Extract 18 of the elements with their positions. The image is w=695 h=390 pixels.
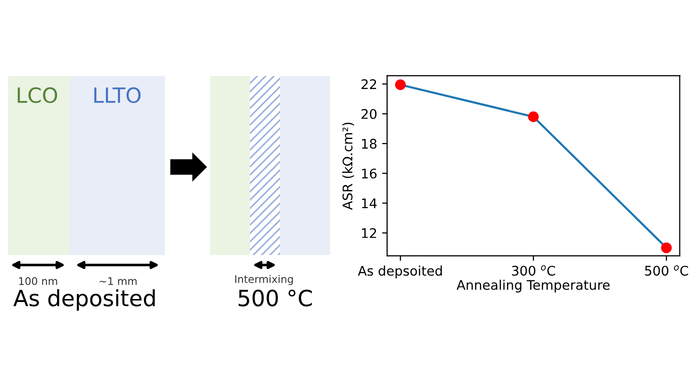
text: 500 °C (238, 290, 312, 306)
text: 100 nm (19, 277, 58, 286)
y-tick-label: 16 (362, 168, 377, 179)
x-tick-label: 500 $^{o}$C (645, 265, 688, 276)
y-tick-label: 14 (362, 198, 377, 208)
text: As deposited (13, 289, 155, 311)
y-axis-title: ASR (kΩ.cm²) (342, 122, 354, 210)
text: Intermixing (235, 274, 293, 286)
text: LCO (18, 87, 58, 104)
y-tick-label: 20 (362, 109, 377, 119)
x-tick-label: As depsoited (358, 266, 442, 278)
text: LLTO (94, 87, 141, 104)
y-tick-label: 22 (362, 79, 376, 90)
y-tick-label: 18 (362, 138, 376, 149)
x-tick-label: 300 $^{o}$C (512, 265, 556, 276)
y-tick-label: 12 (362, 228, 376, 238)
x-axis-title: Annealing Temperature (456, 280, 610, 292)
text: ~1 mm (100, 277, 137, 285)
